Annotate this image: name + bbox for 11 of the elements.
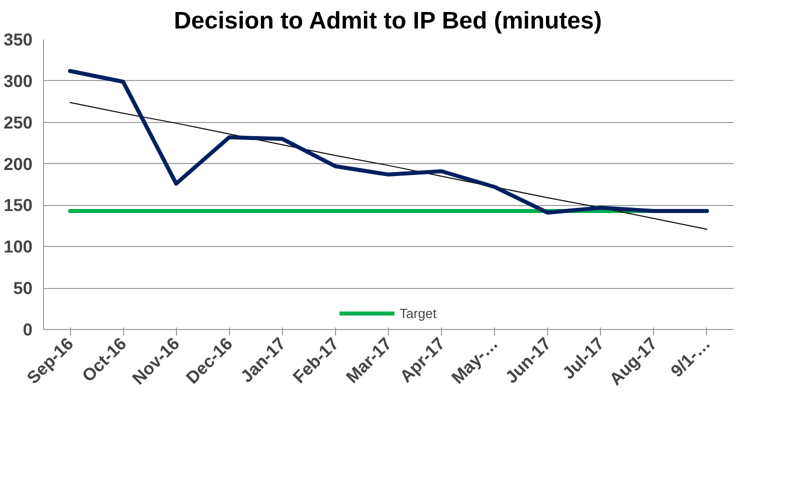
y-tick-label: 250 <box>4 112 33 132</box>
legend-label: Target <box>399 306 437 320</box>
y-tick-label: 150 <box>4 195 33 216</box>
y-tick-label: 100 <box>4 236 33 257</box>
line-series <box>68 68 709 215</box>
y-tick-label: 300 <box>4 70 33 91</box>
y-tick-label: 350 <box>4 30 33 50</box>
y-tick-label: 0 <box>22 320 33 340</box>
y-tick-label: 200 <box>4 154 33 174</box>
y-tick-label: 50 <box>13 278 33 298</box>
chart-title: Decision to Admit to IP Bed (minutes) <box>174 8 602 34</box>
